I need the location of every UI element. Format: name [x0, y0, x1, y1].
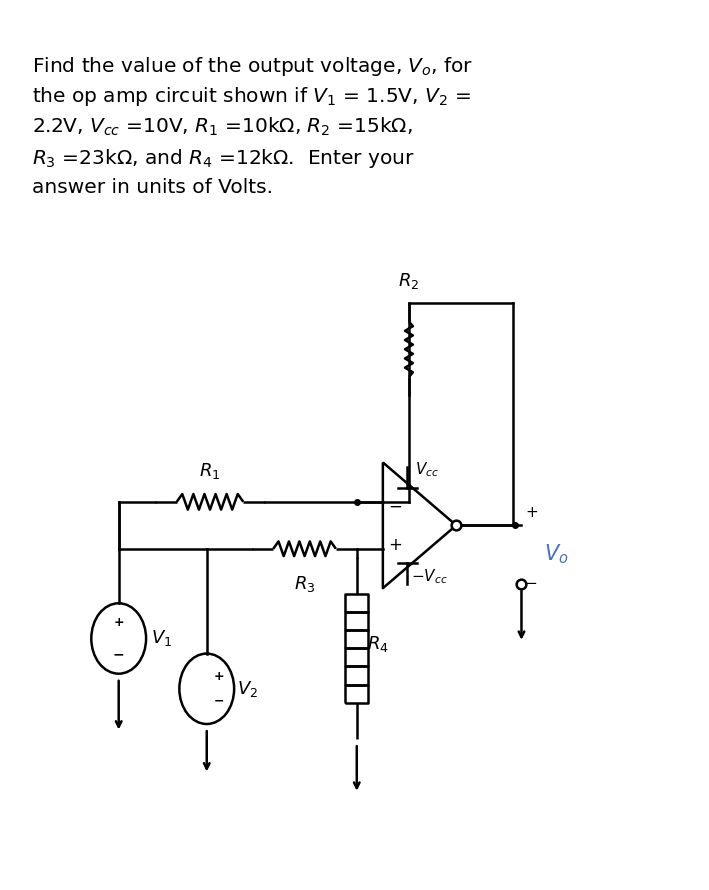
Text: $V_1$: $V_1$: [151, 628, 172, 649]
Text: +: +: [113, 616, 124, 629]
Text: $R_3$: $R_3$: [294, 574, 316, 594]
Text: $R_1$: $R_1$: [199, 461, 220, 481]
Text: $+$: $+$: [388, 536, 402, 554]
Text: −: −: [113, 647, 125, 661]
Text: answer in units of Volts.: answer in units of Volts.: [32, 178, 273, 197]
Text: the op amp circuit shown if $V_1$ = 1.5V, $V_2$ =: the op amp circuit shown if $V_1$ = 1.5V…: [32, 85, 471, 108]
Text: $R_4$: $R_4$: [367, 634, 389, 654]
Text: $-V_{cc}$: $-V_{cc}$: [411, 567, 447, 586]
Text: 2.2V, $V_{cc}$ =10V, $R_1$ =10kΩ, $R_2$ =15kΩ,: 2.2V, $V_{cc}$ =10V, $R_1$ =10kΩ, $R_2$ …: [32, 116, 413, 138]
Text: $R_2$: $R_2$: [398, 271, 420, 290]
Text: $V_o$: $V_o$: [545, 543, 569, 566]
Text: $V_{cc}$: $V_{cc}$: [415, 460, 439, 479]
Text: $R_3$ =23kΩ, and $R_4$ =12kΩ.  Enter your: $R_3$ =23kΩ, and $R_4$ =12kΩ. Enter your: [32, 147, 415, 170]
Text: −: −: [525, 577, 537, 592]
Text: +: +: [525, 506, 537, 521]
Text: $-$: $-$: [388, 497, 402, 515]
Text: −: −: [214, 694, 224, 708]
Text: Find the value of the output voltage, $V_o$, for: Find the value of the output voltage, $V…: [32, 55, 473, 78]
Text: +: +: [213, 670, 224, 683]
Text: $V_2$: $V_2$: [238, 679, 259, 699]
